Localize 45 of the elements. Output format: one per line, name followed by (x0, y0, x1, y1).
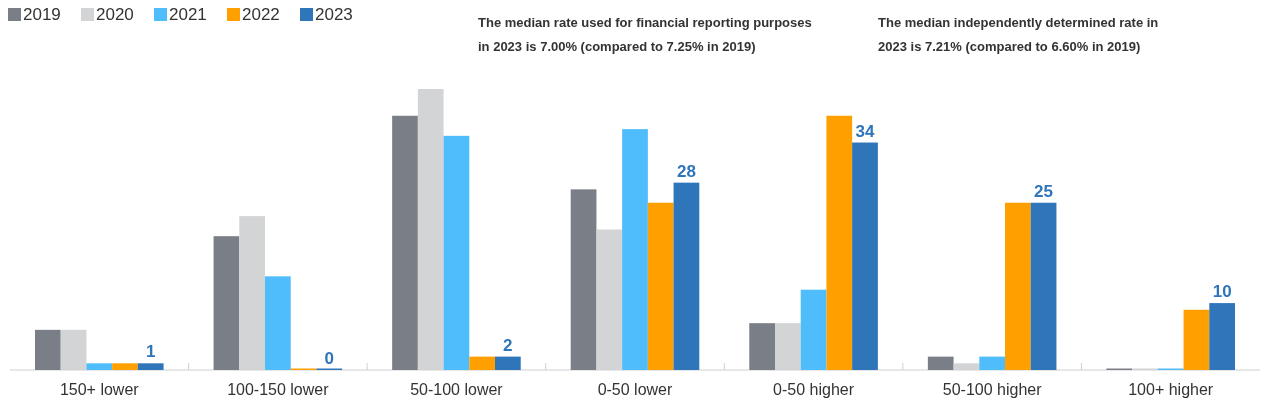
bar (1005, 202, 1031, 370)
bar (469, 356, 495, 370)
x-tick-label: 0-50 higher (773, 381, 855, 398)
bar (852, 142, 878, 370)
x-tick-label: 50-100 lower (410, 381, 504, 398)
bar (86, 363, 113, 370)
bar (265, 276, 291, 370)
legend-label: 2019 (23, 5, 61, 24)
bar (137, 363, 164, 370)
data-label: 0 (324, 349, 335, 368)
bar (392, 115, 418, 370)
legend-label: 2023 (315, 5, 353, 24)
bar (213, 236, 240, 370)
bar (443, 135, 470, 370)
legend-label: 2020 (96, 5, 134, 24)
bar (1030, 202, 1057, 370)
data-label: 10 (1212, 282, 1232, 302)
bar (622, 129, 648, 370)
bar (570, 189, 597, 370)
bar (1209, 303, 1235, 370)
data-label: 28 (676, 161, 696, 181)
bar (1183, 309, 1210, 370)
bar (800, 289, 827, 370)
legend-label: 2022 (242, 5, 280, 24)
x-tick-label: 0-50 lower (597, 381, 674, 398)
bar (749, 323, 775, 370)
bar (112, 363, 138, 370)
bar (826, 115, 853, 370)
legend-label: 2021 (169, 5, 207, 24)
data-label: 2 (503, 335, 513, 355)
bar (673, 182, 700, 370)
x-tick-label: 50-100 higher (942, 381, 1043, 398)
x-tick-label: 150+ lower (59, 381, 140, 398)
bar (35, 329, 61, 370)
text: The median independently determined rate in 2023 is 7.21% (compared to 6.60% in 2019) (878, 15, 1159, 54)
x-tick-label: 100-150 lower (227, 381, 330, 398)
bar (927, 356, 954, 370)
bar (495, 356, 521, 370)
data-label: 34 (855, 121, 875, 141)
x-tick-label: 100+ higher (1128, 381, 1214, 398)
data-label: 25 (1034, 181, 1054, 201)
bar (647, 202, 674, 370)
bar (979, 356, 1005, 370)
text: The median rate used for financial reporting purposes in 2023 is 7.00% (compared to 7.25% in 2019) (478, 15, 812, 54)
data-label: 1 (145, 342, 156, 362)
